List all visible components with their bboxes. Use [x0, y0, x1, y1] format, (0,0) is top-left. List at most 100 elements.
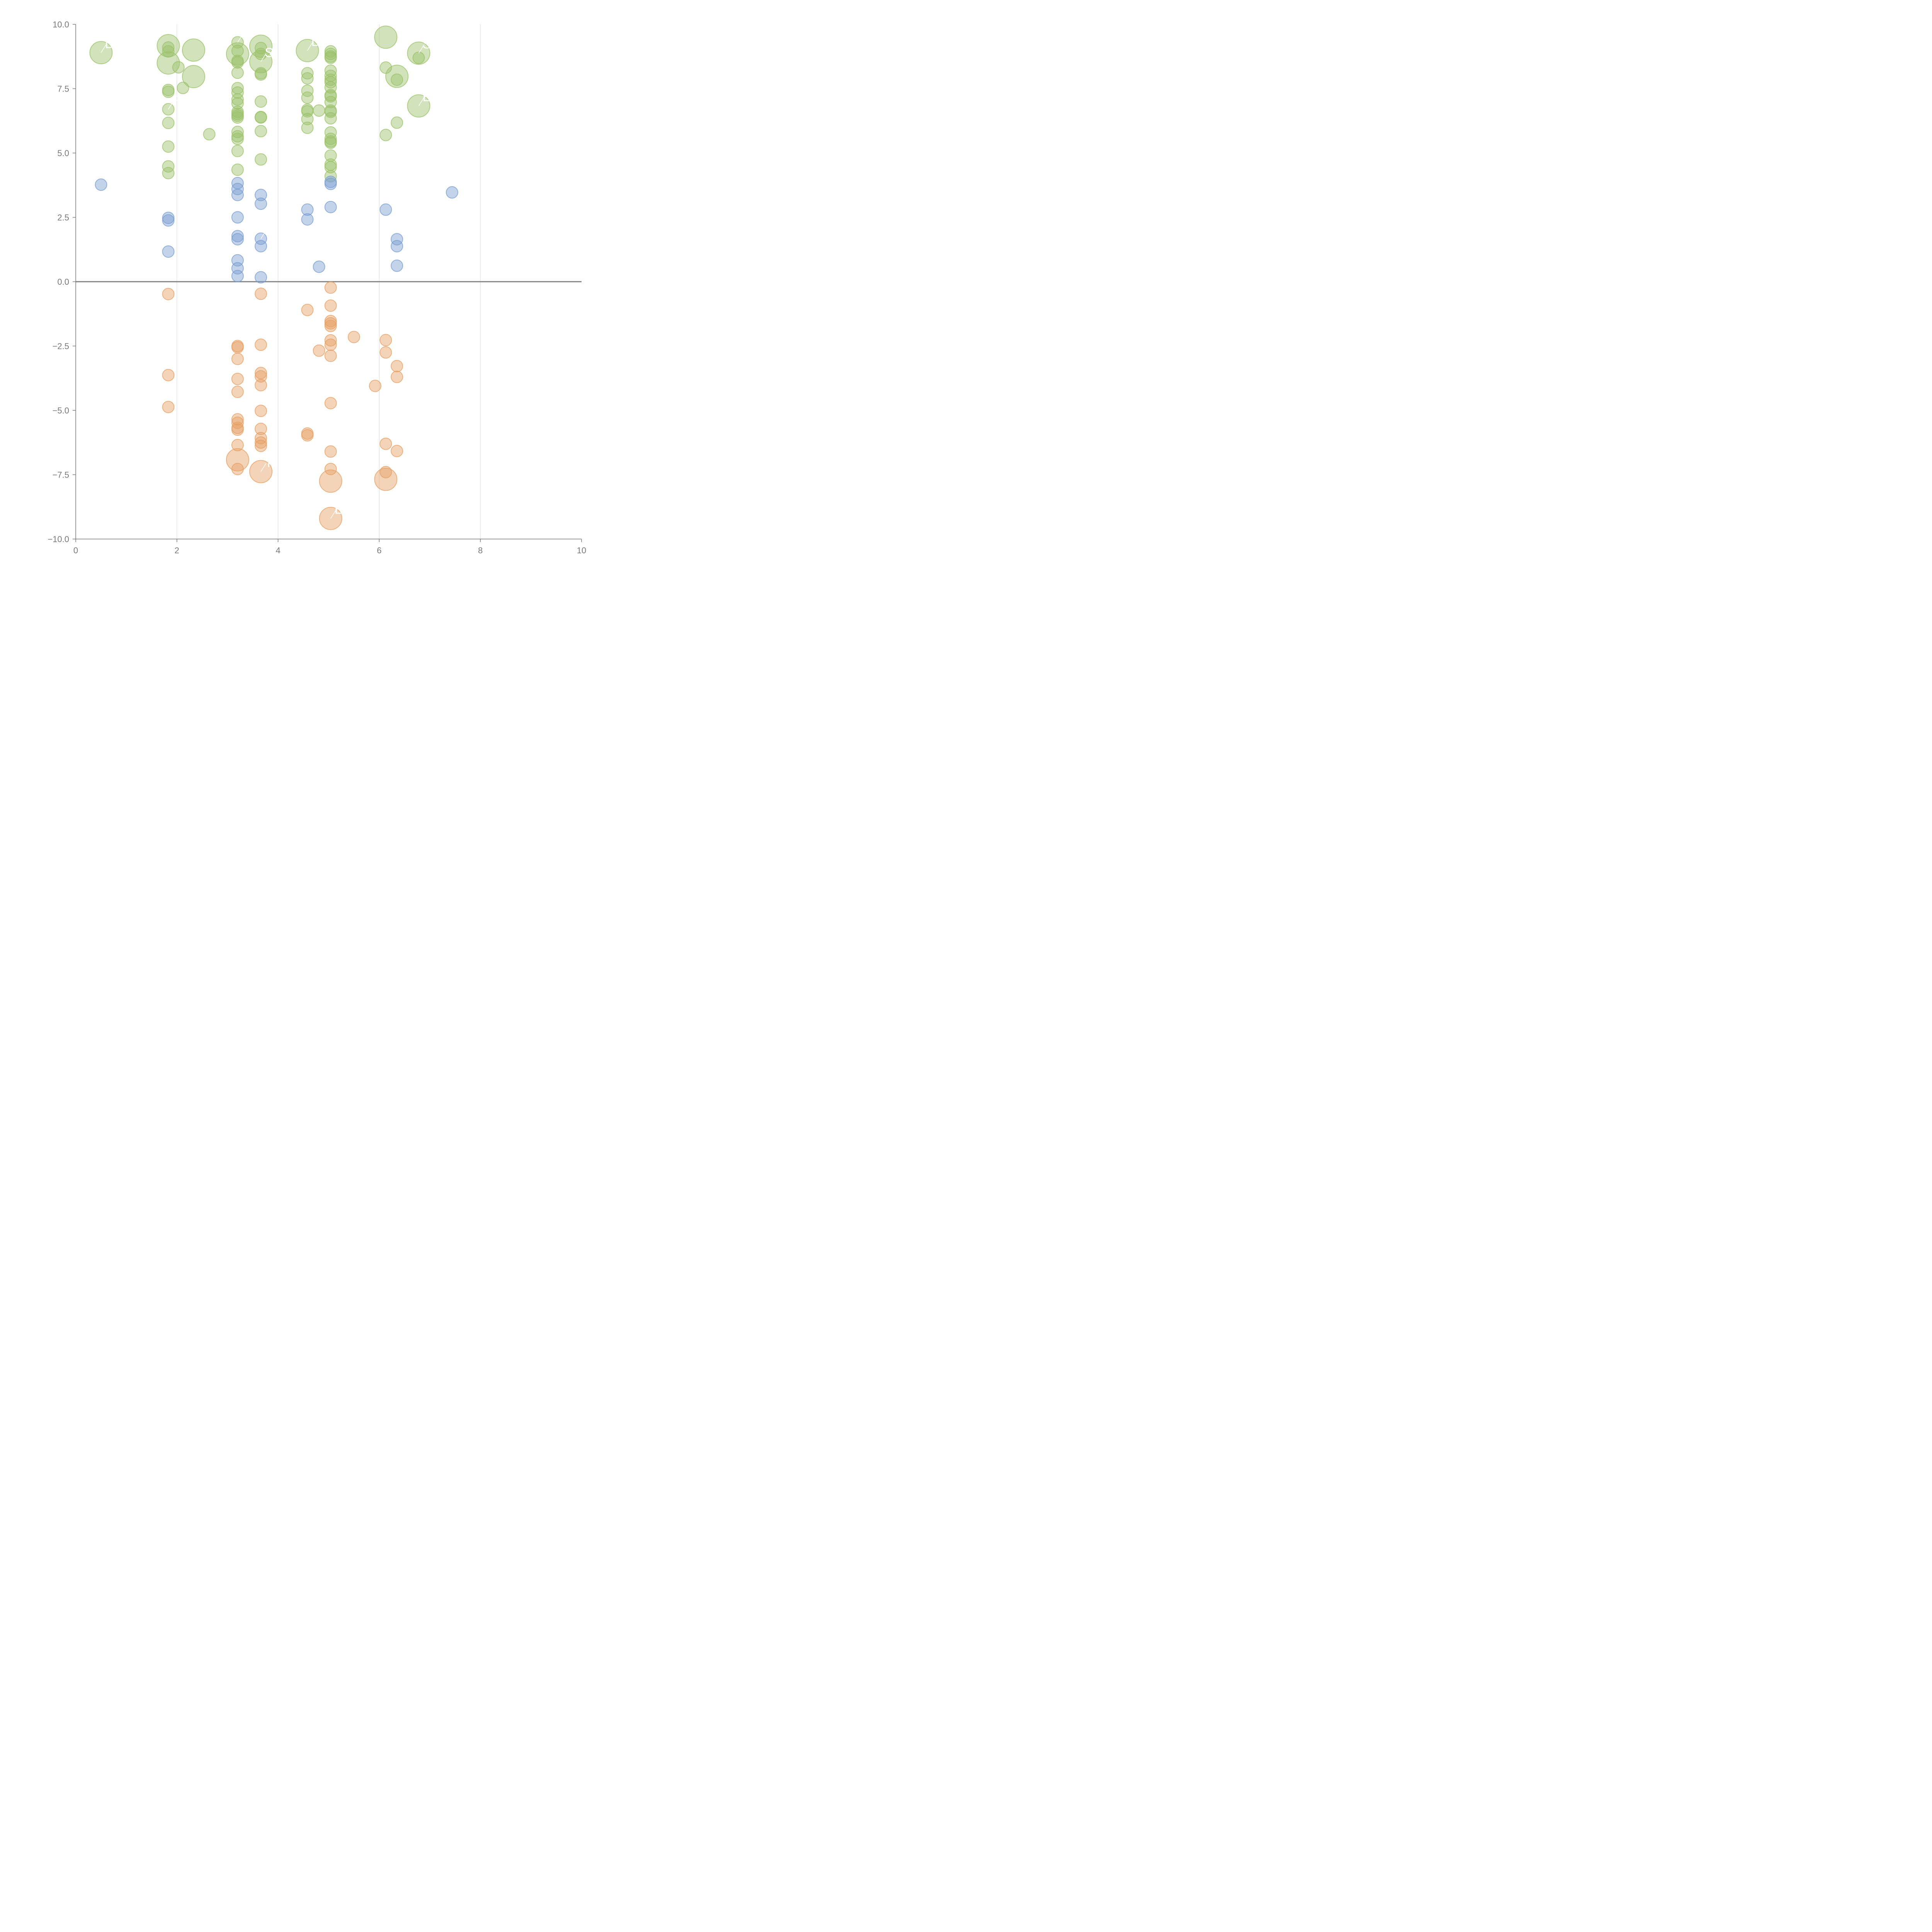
orange-point	[379, 437, 392, 450]
green-point	[412, 51, 425, 64]
x-tick-label: 6	[377, 546, 381, 555]
green-point	[231, 111, 244, 124]
green-point	[324, 48, 337, 60]
orange-point	[231, 341, 244, 354]
green-point	[231, 145, 244, 157]
label-leader	[100, 44, 107, 53]
y-axis-ticks: 10.0 7.5 5.0 2.5 0.0 −2.5 −5.0 −7.5 −10.0	[48, 20, 76, 544]
green-point	[324, 136, 337, 149]
green-point	[172, 61, 185, 74]
y-tick-label: 5.0	[57, 148, 69, 158]
green-point	[177, 82, 189, 94]
green-point	[324, 112, 337, 125]
orange-point	[319, 469, 342, 493]
y-tick-label: 7.5	[57, 84, 69, 94]
green-point	[391, 73, 403, 86]
y-tick-label: 2.5	[57, 213, 69, 223]
point-label: T	[265, 456, 273, 470]
green-point	[301, 91, 314, 104]
blue-point	[162, 211, 175, 224]
orange-point	[324, 299, 337, 312]
orange-point	[255, 370, 267, 383]
x-tick-label: 2	[175, 546, 179, 555]
green-point	[324, 96, 337, 109]
orange-point	[379, 346, 392, 359]
green-point	[374, 26, 398, 49]
orange-point	[231, 423, 244, 436]
label-leader	[307, 42, 313, 51]
label-leader	[330, 510, 337, 519]
blue-point	[446, 186, 458, 199]
label-leader	[418, 44, 425, 53]
point-label: D	[105, 36, 114, 51]
green-point	[231, 86, 244, 99]
green-point	[255, 68, 267, 81]
orange-point	[324, 397, 337, 410]
orange-point	[255, 436, 267, 449]
orange-point	[324, 349, 337, 362]
green-point	[182, 38, 205, 62]
orange-point	[162, 401, 175, 413]
green-point	[231, 163, 244, 176]
orange-point	[255, 338, 267, 351]
point-label: D	[311, 34, 321, 49]
orange-point	[369, 379, 381, 392]
green-point	[203, 128, 216, 141]
blue-point	[255, 189, 267, 201]
orange-point	[313, 344, 325, 357]
green-point	[231, 97, 244, 110]
orange-point	[255, 379, 267, 391]
green-point	[324, 161, 337, 173]
blue-point	[231, 211, 244, 224]
green-point	[231, 133, 244, 145]
blue-point	[95, 178, 107, 191]
orange-point	[255, 405, 267, 417]
green-point	[301, 84, 314, 97]
label-leader	[237, 34, 243, 43]
orange-point	[324, 320, 337, 332]
x-tick-label: 0	[73, 546, 78, 555]
blue-point	[301, 203, 314, 216]
y-tick-label: −5.0	[53, 406, 69, 415]
blue-point	[231, 189, 244, 201]
orange-point	[255, 287, 267, 300]
orange-point	[324, 334, 337, 347]
orange-point	[324, 317, 337, 330]
green-point	[313, 104, 325, 117]
blue-point	[255, 240, 267, 253]
green-point	[162, 45, 175, 58]
orange-point	[301, 429, 314, 442]
orange-point	[255, 367, 267, 379]
green-point	[255, 125, 267, 138]
orange-point	[231, 439, 244, 451]
green-point	[301, 72, 314, 85]
blue-point	[391, 233, 403, 246]
orange-point	[391, 371, 403, 383]
point-label: R	[242, 26, 251, 41]
green-point	[324, 51, 337, 64]
orange-point	[391, 360, 403, 372]
blue-point	[324, 177, 337, 190]
point-label: S	[423, 37, 432, 52]
y-tick-label: −10.0	[48, 534, 69, 544]
orange-point	[324, 463, 337, 475]
orange-point	[162, 369, 175, 381]
orange-point	[231, 372, 244, 385]
point-label: E	[335, 502, 344, 517]
green-point	[231, 66, 244, 79]
point-label: S	[265, 46, 274, 60]
green-point	[324, 126, 337, 139]
x-tick-label: 8	[478, 546, 483, 555]
green-point	[162, 117, 175, 129]
green-point	[324, 133, 337, 145]
label-leader	[260, 53, 267, 62]
orange-point	[255, 422, 267, 435]
green-point	[301, 113, 314, 126]
blue-point	[255, 197, 267, 210]
blue-point	[162, 214, 175, 227]
orange-point	[379, 466, 392, 478]
label-leader	[260, 230, 267, 239]
x-tick-label: 10	[577, 546, 586, 555]
green-point	[379, 129, 392, 141]
